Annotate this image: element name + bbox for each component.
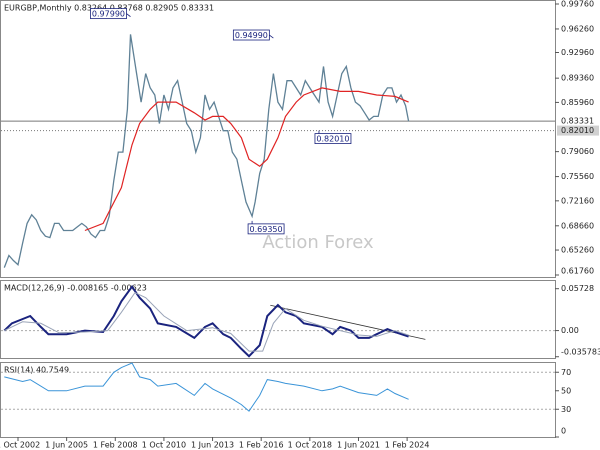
panel-title: RSI(14) 40.7549: [4, 366, 69, 375]
price-label-bg: [557, 125, 599, 136]
price-label: 0.83331: [561, 117, 594, 126]
watermark: Action Forex: [262, 232, 374, 253]
annotation-label: 0.97990: [92, 10, 125, 19]
x-tick-label: 1 Jun 2005: [45, 441, 88, 450]
x-tick-label: 1 Jun 2021: [337, 441, 380, 450]
series-line: [3, 34, 410, 268]
y-tick-label: 0.65260: [561, 246, 594, 255]
y-tick-label: 0.05728: [561, 284, 594, 293]
y-tick-label: 0.85960: [561, 98, 594, 107]
price-panel: [0, 0, 556, 278]
annotation-marker: [126, 13, 131, 17]
y-tick-label: 0.79060: [561, 147, 594, 156]
y-tick-label: -0.035783: [561, 348, 600, 357]
price-label: 0.82010: [561, 126, 594, 135]
x-tick-label: 1 Feb 2024: [385, 441, 430, 450]
y-tick-label: 0.75560: [561, 172, 594, 181]
y-tick-label: 30: [561, 405, 571, 414]
annotation-marker: [269, 34, 274, 39]
annotation-box: [232, 29, 270, 41]
y-tick-label: 0.99760: [561, 0, 594, 8]
annotation-label: 0.69350: [250, 225, 283, 234]
macd-panel: [0, 280, 556, 359]
y-tick-label: 0.61760: [561, 267, 594, 276]
y-tick-label: 0.68660: [561, 221, 594, 230]
y-tick-label: 0.00: [561, 326, 579, 335]
x-tick-label: 1 Oct 2010: [142, 441, 186, 450]
x-tick-label: 1 Oct 2002: [0, 441, 40, 450]
y-tick-label: 0.92960: [561, 48, 594, 57]
annotation-label: 0.94990: [235, 31, 268, 40]
rsi-panel: [0, 362, 556, 438]
x-tick-label: 1 Feb 2008: [93, 441, 138, 450]
y-tick-label: 70: [561, 368, 571, 377]
series-line: [4, 291, 409, 352]
y-tick-label: 0.89360: [561, 74, 594, 83]
y-tick-label: 50: [561, 386, 571, 395]
y-tick-label: 0: [561, 427, 566, 436]
x-tick-label: 1 Jun 2013: [191, 441, 234, 450]
series-line: [3, 284, 409, 358]
y-tick-label: 0.72160: [561, 196, 594, 205]
x-tick-label: 1 Feb 2016: [239, 441, 284, 450]
x-tick-label: 1 Oct 2018: [288, 441, 332, 450]
annotation-box: [247, 223, 285, 235]
annotation-label: 0.82010: [316, 135, 349, 144]
panel-title: MACD(12,26,9) -0.008165 -0.00623: [4, 284, 147, 293]
annotation-box: [90, 8, 127, 20]
series-line: [84, 87, 409, 232]
panel-title: EURGBP,Monthly 0.83264 0.83768 0.82905 0…: [4, 4, 214, 13]
annotation-box: [314, 133, 352, 144]
y-tick-label: 0.96260: [561, 24, 594, 33]
series-line: [4, 362, 409, 412]
